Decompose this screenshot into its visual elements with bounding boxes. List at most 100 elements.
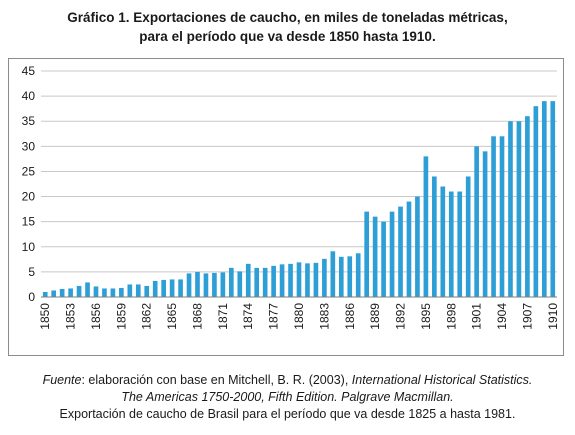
bar-1881 xyxy=(305,263,310,297)
bar-1861 xyxy=(135,284,141,297)
y-tick-label: 5 xyxy=(28,265,35,279)
bar-1875 xyxy=(254,267,260,297)
bar-1871 xyxy=(220,272,226,297)
bar-1910 xyxy=(550,101,556,297)
bar-1891 xyxy=(389,211,395,297)
y-tick-label: 25 xyxy=(22,164,36,178)
bar-1884 xyxy=(330,251,336,297)
y-tick-label: 15 xyxy=(22,215,36,229)
y-tick-label: 10 xyxy=(22,240,36,254)
x-tick-label: 1904 xyxy=(495,303,509,330)
x-tick-label: 1883 xyxy=(317,303,331,330)
bar-1860 xyxy=(127,284,133,297)
x-tick-label: 1859 xyxy=(114,303,128,330)
bar-1854 xyxy=(76,285,82,297)
source-text: : elaboración con base en Mitchell, B. R… xyxy=(81,373,352,387)
x-tick-label: 1898 xyxy=(444,303,458,330)
x-tick-label: 1886 xyxy=(343,303,357,330)
source-title: International Historical Statistics. xyxy=(351,373,533,387)
x-tick-label: 1910 xyxy=(546,303,560,330)
bar-1853 xyxy=(68,288,73,297)
y-tick-label: 0 xyxy=(28,290,35,304)
bar-1887 xyxy=(355,253,361,297)
bar-1893 xyxy=(406,201,412,297)
y-tick-label: 20 xyxy=(22,190,36,204)
bar-1889 xyxy=(372,216,378,297)
bar-1859 xyxy=(119,287,124,297)
source-note: Fuente: elaboración con base en Mitchell… xyxy=(0,372,575,423)
x-tick-label: 1865 xyxy=(165,303,179,330)
bar-1868 xyxy=(195,271,200,297)
y-tick-label: 40 xyxy=(22,89,36,103)
bar-1895 xyxy=(423,156,429,297)
bar-1855 xyxy=(85,282,90,297)
bar-1888 xyxy=(364,211,369,297)
bar-1892 xyxy=(398,206,403,297)
bar-1865 xyxy=(169,279,175,297)
source-line-3: Exportación de caucho de Brasil para el … xyxy=(59,407,516,421)
bar-1880 xyxy=(296,262,302,297)
bar-1867 xyxy=(186,273,192,297)
x-tick-label: 1874 xyxy=(241,303,255,330)
bar-1902 xyxy=(482,151,488,297)
bar-1873 xyxy=(237,271,243,297)
x-tick-label: 1877 xyxy=(267,303,281,330)
bar-1874 xyxy=(245,263,251,297)
x-tick-label: 1871 xyxy=(216,303,230,330)
bar-1872 xyxy=(229,267,234,297)
bar-1851 xyxy=(51,290,57,297)
bar-1856 xyxy=(93,286,99,297)
bar-1885 xyxy=(338,256,344,297)
bar-1877 xyxy=(271,265,276,297)
source-edition: The Americas 1750-2000, Fifth Edition. P… xyxy=(121,390,454,404)
bar-1857 xyxy=(102,288,107,297)
bar-1894 xyxy=(415,196,420,297)
bar-1908 xyxy=(533,106,539,298)
x-tick-label: 1907 xyxy=(520,303,534,330)
y-tick-label: 45 xyxy=(22,64,36,78)
bar-1852 xyxy=(59,288,65,297)
x-tick-label: 1889 xyxy=(368,303,382,330)
chart-title-line-1: Gráfico 1. Exportaciones de caucho, en m… xyxy=(67,10,508,25)
bar-1899 xyxy=(457,191,463,297)
bar-1883 xyxy=(322,258,327,297)
bar-1876 xyxy=(262,267,268,297)
chart-title-line-2: para el período que va desde 1850 hasta … xyxy=(139,29,436,44)
bar-1858 xyxy=(110,288,116,297)
x-tick-label: 1895 xyxy=(419,303,433,330)
x-tick-label: 1901 xyxy=(470,303,484,330)
x-tick-label: 1853 xyxy=(64,303,78,330)
bar-1909 xyxy=(541,101,547,297)
bar-1878 xyxy=(279,264,285,297)
bar-1897 xyxy=(440,186,446,297)
x-tick-label: 1892 xyxy=(394,303,408,330)
bar-1890 xyxy=(381,221,386,297)
x-tick-label: 1862 xyxy=(140,303,154,330)
source-line-2: The Americas 1750-2000, Fifth Edition. P… xyxy=(0,389,575,406)
x-tick-label: 1880 xyxy=(292,303,306,330)
bar-1862 xyxy=(144,285,150,297)
chart-frame: 0 5 10 15 20 25 30 35 40 45 1850 1853 1856 1859 1862 18… xyxy=(8,58,564,356)
bar-1896 xyxy=(432,176,437,297)
y-tick-label: 30 xyxy=(22,139,36,153)
bar-1863 xyxy=(152,280,158,297)
bar-1903 xyxy=(491,136,496,297)
bar-1907 xyxy=(525,116,530,297)
bar-1886 xyxy=(347,256,353,297)
x-tick-label: 1868 xyxy=(190,303,204,330)
bar-1901 xyxy=(474,146,479,297)
bar-1866 xyxy=(178,279,183,297)
chart-title: Gráfico 1. Exportaciones de caucho, en m… xyxy=(0,8,575,46)
bar-1900 xyxy=(465,176,471,297)
bar-1870 xyxy=(212,272,217,297)
x-tick-label: 1856 xyxy=(89,303,103,330)
bar-1882 xyxy=(313,262,319,297)
bar-1906 xyxy=(516,121,522,297)
bar-1905 xyxy=(508,121,513,297)
bar-1904 xyxy=(499,136,505,297)
bar-1864 xyxy=(161,279,166,297)
bar-1898 xyxy=(448,191,454,297)
bar-1850 xyxy=(42,291,48,297)
bar-1869 xyxy=(203,273,209,297)
y-tick-label: 35 xyxy=(22,114,36,128)
